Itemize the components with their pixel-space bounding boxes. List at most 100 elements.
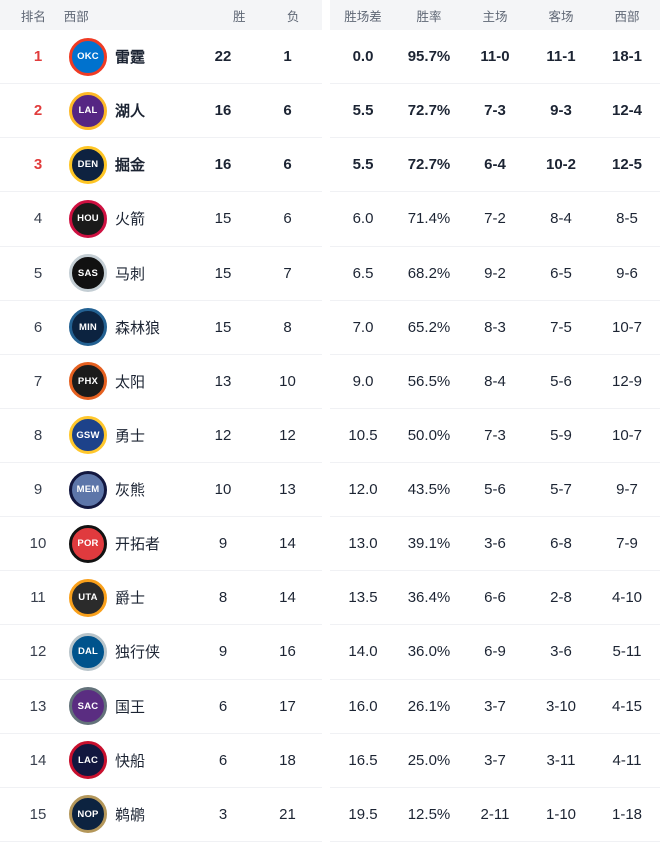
row-right-section: 5.5 72.7% 6-4 10-2 12-5 — [330, 138, 660, 193]
column-header-away-record: 客场 — [548, 9, 574, 24]
column-header-rank: 排名 — [20, 9, 46, 24]
win-pct-cell: 72.7% — [407, 102, 451, 120]
section-divider-gap — [322, 463, 330, 518]
section-divider-gap — [322, 679, 330, 734]
column-header-home-record: 主场 — [482, 9, 508, 24]
team-name[interactable]: 灰熊 — [115, 482, 146, 500]
games-behind-cell: 13.5 — [348, 589, 378, 607]
column-header-conf-record: 西部 — [614, 9, 640, 24]
team-name[interactable]: 独行侠 — [115, 644, 161, 662]
losses-cell: 16 — [279, 643, 296, 661]
team-name[interactable]: 雷霆 — [115, 49, 146, 67]
standings-row[interactable]: 2 LAL 湖人 16 6 5.5 72.7% 7-3 9-3 12-4 — [0, 84, 660, 139]
section-divider-gap — [322, 0, 330, 30]
row-right-section: 13.0 39.1% 3-6 6-8 7-9 — [330, 517, 660, 572]
wins-cell: 8 — [218, 589, 228, 607]
team-name[interactable]: 开拓者 — [115, 536, 161, 554]
team-name[interactable]: 火箭 — [115, 211, 146, 229]
row-right-section: 13.5 36.4% 6-6 2-8 4-10 — [330, 571, 660, 626]
row-left-section: 4 HOU 火箭 15 6 — [0, 192, 322, 247]
win-pct-cell: 26.1% — [407, 697, 451, 715]
standings-row[interactable]: 13 SAC 国王 6 17 16.0 26.1% 3-7 3-10 4-15 — [0, 679, 660, 734]
losses-cell: 10 — [279, 372, 296, 390]
conf-record-cell: 9-7 — [616, 481, 638, 499]
kings-logo: SAC — [69, 687, 107, 726]
rank-cell: 5 — [33, 264, 43, 282]
rank-cell: 12 — [29, 643, 47, 661]
spurs-logo: SAS — [69, 254, 107, 293]
win-pct-cell: 36.0% — [407, 643, 451, 661]
standings-row[interactable]: 11 UTA 爵士 8 14 13.5 36.4% 6-6 2-8 4-10 — [0, 571, 660, 626]
rank-cell: 2 — [33, 102, 43, 120]
standings-row[interactable]: 10 POR 开拓者 9 14 13.0 39.1% 3-6 6-8 7-9 — [0, 517, 660, 572]
timberwolves-logo: MIN — [69, 308, 107, 347]
section-divider-gap — [322, 138, 330, 193]
games-behind-cell: 6.5 — [352, 264, 374, 282]
team-name[interactable]: 太阳 — [115, 373, 146, 391]
standings-row[interactable]: 15 NOP 鹈鹕 3 21 19.5 12.5% 2-11 1-10 1-18 — [0, 787, 660, 842]
team-name[interactable]: 掘金 — [115, 157, 146, 175]
team-name[interactable]: 马刺 — [115, 265, 146, 283]
rockets-logo: HOU — [69, 199, 107, 238]
team-name[interactable]: 湖人 — [115, 103, 146, 121]
standings-row[interactable]: 6 MIN 森林狼 15 8 7.0 65.2% 8-3 7-5 10-7 — [0, 300, 660, 355]
conf-record-cell: 10-7 — [611, 426, 643, 444]
games-behind-cell: 10.5 — [348, 426, 378, 444]
standings-row[interactable]: 12 DAL 独行侠 9 16 14.0 36.0% 6-9 3-6 5-11 — [0, 625, 660, 680]
win-pct-cell: 25.0% — [407, 751, 451, 769]
row-right-section: 10.5 50.0% 7-3 5-9 10-7 — [330, 409, 660, 463]
row-left-section: 9 MEM 灰熊 10 13 — [0, 463, 322, 518]
team-logo-cell: SAS — [66, 254, 110, 293]
standings-row[interactable]: 1 OKC 雷霆 22 1 0.0 95.7% 11-0 11-1 18-1 — [0, 30, 660, 85]
team-name[interactable]: 国王 — [115, 698, 146, 716]
rank-cell: 4 — [33, 210, 43, 228]
team-name[interactable]: 快船 — [115, 752, 146, 770]
row-right-section: 14.0 36.0% 6-9 3-6 5-11 — [330, 625, 660, 680]
team-name[interactable]: 森林狼 — [115, 319, 161, 337]
standings-row[interactable]: 4 HOU 火箭 15 6 6.0 71.4% 7-2 8-4 8-5 — [0, 192, 660, 247]
losses-cell: 6 — [283, 102, 292, 120]
team-logo-cell: MEM — [66, 470, 110, 509]
row-left-section: 7 PHX 太阳 13 10 — [0, 355, 322, 409]
win-pct-cell: 43.5% — [407, 481, 451, 499]
wins-cell: 10 — [214, 481, 232, 499]
away-record-cell: 2-8 — [550, 589, 572, 607]
standings-row[interactable]: 7 PHX 太阳 13 10 9.0 56.5% 8-4 5-6 12-9 — [0, 354, 660, 409]
table-header-right-section: 胜场差 胜率 主场 客场 西部 — [330, 0, 660, 30]
win-pct-cell: 72.7% — [407, 156, 451, 174]
team-name[interactable]: 勇士 — [115, 427, 146, 445]
away-record-cell: 11-1 — [546, 48, 576, 66]
team-name[interactable]: 鹈鹕 — [115, 806, 146, 824]
wins-cell: 6 — [218, 751, 228, 769]
rank-cell: 6 — [33, 318, 43, 336]
standings-row[interactable]: 8 GSW 勇士 12 12 10.5 50.0% 7-3 5-9 10-7 — [0, 408, 660, 463]
home-record-cell: 6-6 — [484, 589, 506, 607]
wins-cell: 15 — [214, 318, 232, 336]
home-record-cell: 11-0 — [480, 48, 510, 66]
home-record-cell: 6-4 — [484, 156, 506, 174]
team-name[interactable]: 爵士 — [115, 590, 146, 608]
row-left-section: 8 GSW 勇士 12 12 — [0, 409, 322, 463]
row-right-section: 6.0 71.4% 7-2 8-4 8-5 — [330, 192, 660, 247]
thunder-logo: OKC — [69, 37, 107, 76]
home-record-cell: 8-4 — [484, 372, 506, 390]
standings-row[interactable]: 9 MEM 灰熊 10 13 12.0 43.5% 5-6 5-7 9-7 — [0, 463, 660, 518]
home-record-cell: 9-2 — [484, 264, 506, 282]
wins-cell: 15 — [214, 264, 232, 282]
rank-cell: 9 — [33, 481, 43, 499]
grizzlies-logo: MEM — [69, 470, 107, 509]
standings-row[interactable]: 14 LAC 快船 6 18 16.5 25.0% 3-7 3-11 4-11 — [0, 733, 660, 788]
standings-row[interactable]: 3 DEN 掘金 16 6 5.5 72.7% 6-4 10-2 12-5 — [0, 138, 660, 193]
row-right-section: 19.5 12.5% 2-11 1-10 1-18 — [330, 788, 660, 842]
wins-cell: 9 — [218, 643, 228, 661]
win-pct-cell: 56.5% — [407, 372, 451, 390]
row-left-section: 2 LAL 湖人 16 6 — [0, 84, 322, 139]
nuggets-logo: DEN — [69, 145, 107, 184]
pelicans-logo: NOP — [69, 795, 107, 834]
wins-cell: 3 — [218, 805, 228, 823]
conf-record-cell: 4-11 — [612, 751, 642, 769]
games-behind-cell: 9.0 — [352, 372, 374, 390]
standings-row[interactable]: 5 SAS 马刺 15 7 6.5 68.2% 9-2 6-5 9-6 — [0, 246, 660, 301]
column-header-win-pct: 胜率 — [416, 9, 442, 24]
column-header-team: 西部 — [63, 9, 89, 24]
